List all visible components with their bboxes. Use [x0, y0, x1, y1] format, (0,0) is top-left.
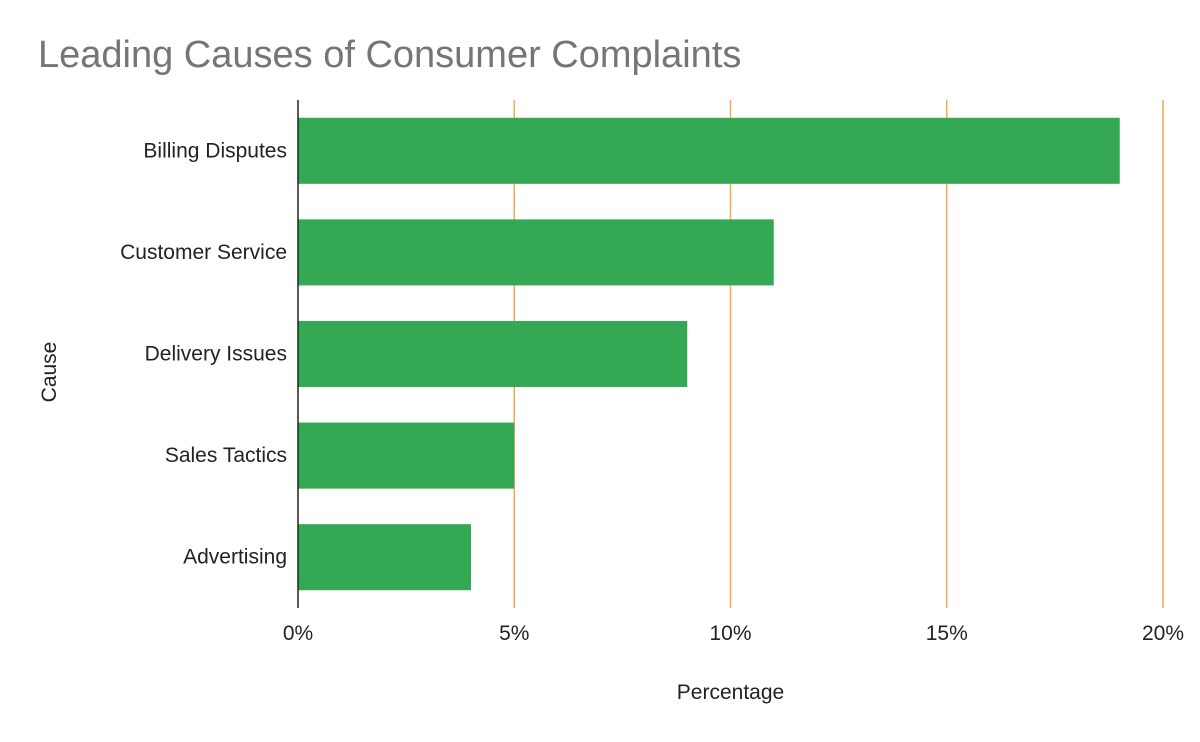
x-tick-label: 20%	[1142, 622, 1184, 645]
bars	[298, 117, 1120, 591]
x-tick-label: 5%	[499, 622, 529, 645]
x-axis-label: Percentage	[677, 681, 784, 704]
x-tick-labels: 0% 5% 10% 15% 20%	[283, 622, 1184, 645]
category-label: Customer Service	[120, 241, 287, 264]
y-axis-label: Cause	[38, 342, 61, 403]
category-label: Billing Disputes	[143, 139, 287, 162]
bar	[298, 117, 1120, 184]
gridlines	[513, 100, 1164, 608]
x-tick-label: 0%	[283, 622, 313, 645]
category-labels: Billing Disputes Customer Service Delivery…	[120, 139, 287, 568]
chart-title: Leading Causes of Consumer Complaints	[38, 34, 742, 76]
category-label: Advertising	[183, 546, 287, 569]
bar	[298, 422, 515, 489]
x-tick-label: 15%	[926, 622, 968, 645]
bar	[298, 320, 688, 388]
x-tick-label: 10%	[709, 622, 751, 645]
category-label: Delivery Issues	[145, 343, 287, 366]
bar	[298, 524, 471, 591]
category-label: Sales Tactics	[165, 444, 287, 467]
bar	[298, 219, 774, 286]
